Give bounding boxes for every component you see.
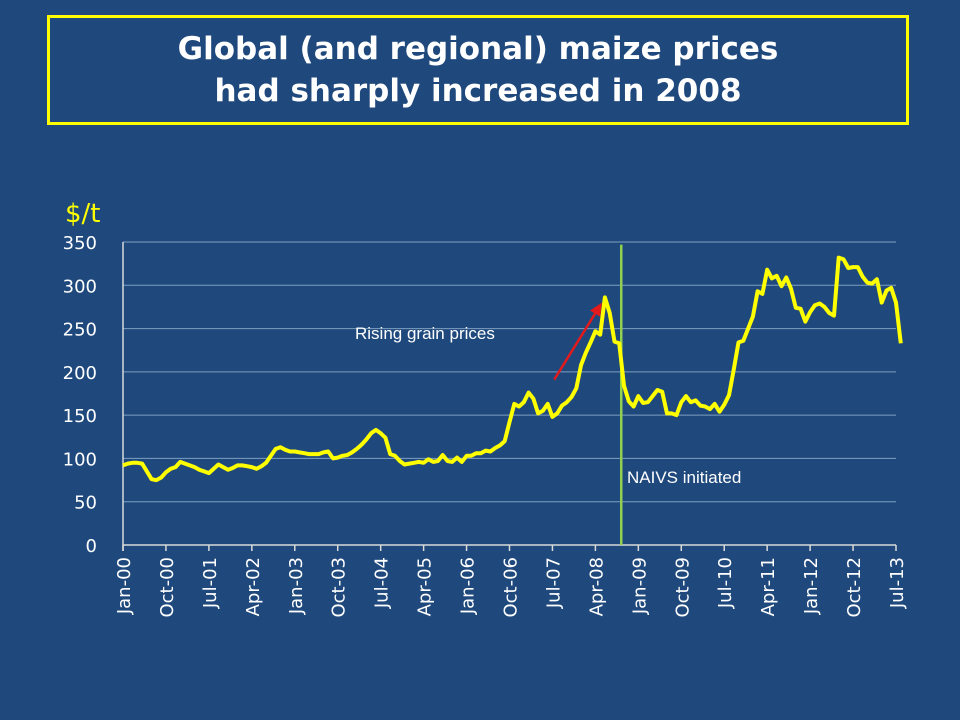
y-tick-label: 0: [86, 536, 97, 557]
y-tick-label: 100: [63, 449, 97, 470]
rising-prices-arrow-shaft: [553, 312, 597, 381]
x-tick-label: Jul-13: [887, 557, 908, 609]
x-tick-label: Oct-09: [672, 557, 693, 618]
x-tick-label: Jul-10: [715, 557, 736, 609]
x-tick-label: Jan-09: [629, 557, 650, 615]
y-axis-unit-label: $/t: [65, 199, 101, 229]
y-tick-label: 50: [74, 493, 97, 514]
naivs-annotation-label: NAIVS initiated: [627, 468, 741, 487]
y-tick-label: 150: [63, 406, 97, 427]
rising-prices-annotation-label: Rising grain prices: [355, 324, 495, 343]
x-tick-label: Oct-06: [501, 557, 522, 618]
slide-title-line-2: had sharply increased in 2008: [214, 73, 742, 109]
rising-prices-arrow-head: [589, 302, 602, 317]
x-tick-label: Jul-01: [200, 557, 221, 609]
x-tick-label: Apr-02: [243, 557, 264, 616]
x-tick-label: Jul-04: [372, 557, 393, 609]
slide-title-line-1: Global (and regional) maize prices: [177, 31, 779, 67]
y-tick-label: 350: [63, 233, 97, 254]
x-tick-label: Oct-03: [329, 557, 350, 618]
x-tick-label: Apr-05: [415, 557, 436, 616]
slide-title-box: Global (and regional) maize prices had s…: [47, 15, 909, 125]
price-series-line-0: [122, 255, 903, 483]
y-tick-label: 200: [63, 363, 97, 384]
x-tick-label: Oct-00: [157, 557, 178, 618]
x-tick-label: Jan-00: [114, 557, 135, 615]
y-tick-label: 300: [63, 276, 97, 297]
x-tick-label: Jan-12: [801, 557, 822, 615]
x-tick-label: Oct-12: [844, 557, 865, 618]
x-tick-label: Apr-11: [758, 557, 779, 616]
x-tick-label: Apr-08: [586, 557, 607, 616]
x-tick-label: Jan-03: [286, 557, 307, 615]
x-tick-label: Jan-06: [458, 557, 479, 615]
x-tick-label: Jul-07: [543, 557, 564, 609]
y-tick-label: 250: [63, 320, 97, 341]
